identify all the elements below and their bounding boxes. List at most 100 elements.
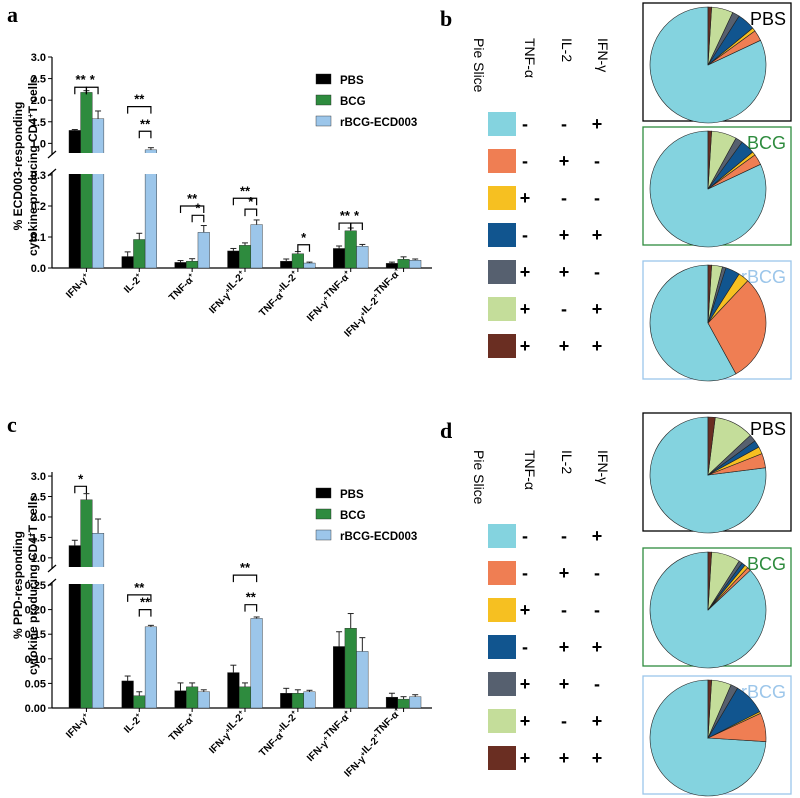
significance-label: ** [240,183,251,198]
key-sign: + [559,674,570,694]
key-swatch [488,112,516,136]
significance-label: ** [246,590,257,605]
bar-BCG [344,628,357,709]
key-header: IL-2 [559,38,575,62]
key-sign: - [594,262,600,282]
bar-PBS [227,672,240,709]
key-swatch [488,561,516,585]
legend-label: BCG [340,510,366,522]
key-header: IL-2 [559,450,575,474]
significance-bracket [138,130,152,139]
significance-label: ** [187,191,198,206]
legend-label: rBCG-ECD003 [340,531,417,543]
y-tick-label: 1.5 [31,532,46,544]
bar-rBCG-ECD003 [303,262,316,269]
key-sign: + [592,336,603,356]
legend-label: PBS [340,489,364,501]
bar-BCG [80,92,93,269]
key-sign: - [522,114,528,134]
pie-slice [707,264,712,324]
key-swatch [488,524,516,548]
significance-bracket [350,222,363,231]
axis-break-mark [47,564,57,573]
significance-bracket [232,197,258,206]
key-swatch [488,186,516,210]
y-tick-label: 1.0 [31,138,46,150]
significance-label: ** [76,72,87,87]
y-tick-label: 3.0 [31,52,46,64]
panel-label-d: d [440,418,453,443]
bar-PBS [68,130,81,269]
key-swatch [488,297,516,321]
bar-PBS [280,260,293,269]
x-category-label: IFN-γ+TNF-α+ [302,269,357,324]
significance-bracket [127,106,152,114]
key-sign: - [594,188,600,208]
x-category-label: IFN-γ+ [63,272,92,301]
key-header: IFN-γ [595,450,611,484]
significance-label: * [78,471,84,486]
pie-slice [649,130,767,248]
bar-rBCG-ECD003 [250,618,263,709]
bar-BCG [291,693,304,709]
key-swatch [488,672,516,696]
pie-slice [707,280,767,375]
bar-BCG [397,698,410,709]
significance-label: * [354,208,360,223]
x-category-label: TNF-α+ [166,272,198,304]
x-category-label: IFN-γ+IL-2+ [204,709,251,756]
bar-PBS [385,696,398,709]
significance-label: ** [134,92,145,107]
key-sign: - [594,563,600,583]
legend-swatch [315,508,332,520]
bar-BCG [344,230,357,269]
pie-slice [707,6,712,66]
significance-label: ** [340,208,351,223]
bar-BCG [397,259,410,269]
pie-title: BCG [747,554,786,574]
bar-break-gap [91,567,105,584]
y-axis-label: % ECD003-respondingcytokine producing CD… [11,76,40,256]
bar-break-gap [67,567,82,584]
key-sign: - [561,711,567,731]
bar-PBS [174,690,187,709]
bar-PBS [227,250,240,269]
legend-swatch [315,487,332,499]
key-sign: - [561,299,567,319]
key-sign: + [520,299,531,319]
y-tick-label: 2.0 [31,512,46,524]
bar-BCG [291,253,304,269]
bar-rBCG-ECD003 [92,118,105,269]
significance-label: ** [140,116,151,131]
key-swatch [488,334,516,358]
significance-label: * [248,194,254,209]
bar-break-gap [91,153,105,174]
key-swatch [488,149,516,173]
panel-label-b: b [440,6,453,31]
significance-label: * [195,200,201,215]
y-tick-label: 0.0 [31,263,46,275]
key-sign: + [520,711,531,731]
pie-title: BCG [747,133,786,153]
y-tick-label: 2.5 [31,492,46,504]
pie-slice [649,6,767,124]
significance-bracket [191,214,205,223]
bar-rBCG-ECD003 [409,696,422,709]
significance-label: ** [140,595,151,610]
pie-rBCG [649,679,767,797]
significance-bracket [179,205,205,213]
key-swatch [488,709,516,733]
key-swatch [488,746,516,770]
pie-slice [707,416,716,476]
pie-PBS [649,6,767,124]
y-tick-label: 0.05 [25,678,46,690]
key-swatch [488,598,516,622]
key-sign: + [559,748,570,768]
significance-bracket [232,574,258,583]
x-category-label: IL-2+ [121,272,145,296]
bar-BCG [133,239,146,269]
bar-BCG [186,686,199,709]
bar-chart-c: 1.0 1.5 2.0 2.5 3.0 0.00 0.05 0.10 0.15 0.20 0.25%… [11,471,432,780]
significance-bracket [85,86,99,95]
bar-BCG [238,245,252,269]
